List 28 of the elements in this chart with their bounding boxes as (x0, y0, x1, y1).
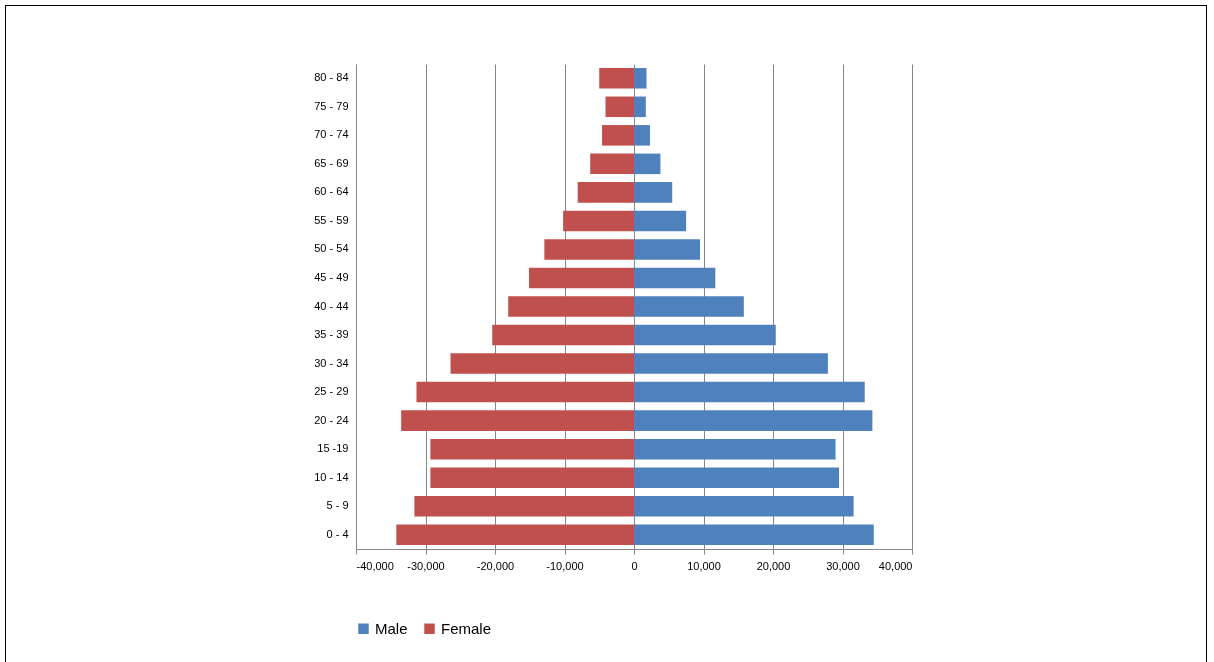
y-tick-label: 80 - 84 (314, 71, 349, 84)
y-tick-label: 25 - 29 (314, 385, 349, 398)
y-tick-label: 5 - 9 (326, 499, 349, 512)
x-tick-label: -40,000 (356, 559, 394, 572)
y-tick-label: 70 - 74 (314, 128, 349, 141)
y-tick-label: 30 - 34 (314, 356, 349, 369)
x-tick-label: 20,000 (756, 559, 791, 572)
y-tick-label: 60 - 64 (314, 185, 349, 198)
x-tick-label: -20,000 (476, 559, 515, 572)
x-tick-label: 30,000 (826, 559, 860, 572)
x-tick-label: 40,000 (878, 559, 913, 572)
x-tick-label: -10,000 (546, 559, 584, 572)
y-tick-label: 40 - 44 (314, 299, 349, 312)
y-tick-label: 65 - 69 (314, 156, 349, 169)
legend-label: Female (441, 619, 492, 637)
y-tick-label: 55 - 59 (314, 213, 349, 226)
y-tick-label: 10 - 14 (314, 470, 349, 483)
legend-label: Male (375, 619, 408, 637)
y-tick-label: 15 -19 (317, 442, 349, 455)
x-tick-label: 10,000 (687, 559, 721, 572)
y-tick-label: 75 - 79 (314, 99, 349, 112)
x-tick-label: -30,000 (407, 559, 445, 572)
y-tick-label: 0 - 4 (326, 527, 349, 540)
y-tick-label: 20 - 24 (314, 413, 349, 426)
y-tick-label: 35 - 39 (314, 328, 349, 341)
x-tick-label: 0 (631, 559, 638, 572)
y-tick-label: 45 - 49 (314, 270, 349, 283)
y-tick-label: 50 - 54 (314, 242, 349, 255)
